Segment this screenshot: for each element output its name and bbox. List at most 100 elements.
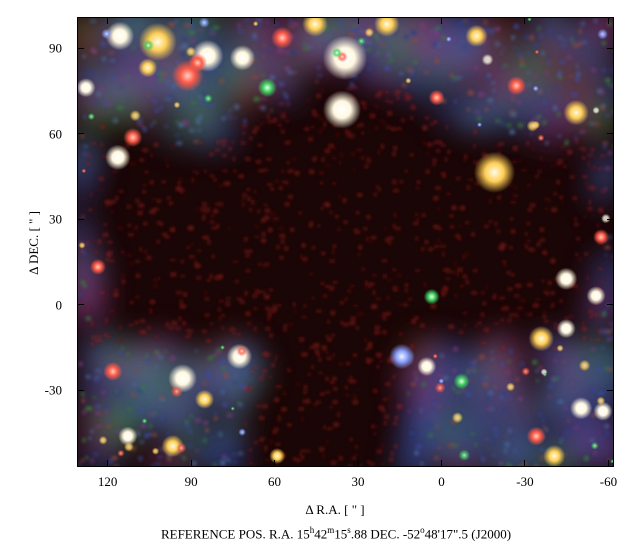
noise-speckle: [566, 55, 572, 60]
noise-speckle: [381, 443, 384, 449]
star: [597, 28, 609, 40]
star: [534, 49, 540, 55]
noise-speckle: [543, 291, 547, 294]
noise-speckle: [338, 194, 341, 198]
noise-speckle: [465, 46, 469, 51]
noise-speckle: [482, 301, 487, 306]
noise-speckle: [262, 368, 267, 374]
noise-speckle: [117, 390, 121, 396]
noise-speckle: [576, 237, 581, 241]
noise-speckle: [383, 421, 388, 426]
x-tick-mark: [357, 17, 359, 24]
noise-speckle: [192, 170, 198, 173]
star: [89, 258, 106, 275]
noise-speckle: [421, 213, 426, 217]
noise-speckle: [367, 156, 370, 160]
noise-speckle: [375, 185, 379, 189]
noise-speckle: [202, 99, 208, 105]
noise-speckle: [435, 244, 438, 249]
noise-speckle: [524, 35, 530, 40]
noise-speckle: [155, 364, 158, 369]
noise-speckle: [332, 280, 338, 284]
noise-speckle: [589, 338, 593, 343]
noise-speckle: [420, 22, 425, 27]
noise-speckle: [578, 42, 583, 46]
star: [229, 45, 256, 71]
noise-speckle: [320, 88, 324, 92]
noise-speckle: [171, 83, 176, 89]
noise-speckle: [515, 314, 519, 318]
noise-speckle: [506, 462, 509, 466]
noise-speckle: [326, 441, 329, 444]
noise-speckle: [188, 254, 195, 259]
noise-speckle: [217, 202, 224, 207]
noise-speckle: [388, 100, 393, 104]
noise-speckle: [423, 282, 427, 287]
noise-speckle: [244, 290, 248, 296]
noise-speckle: [253, 329, 257, 332]
noise-speckle: [513, 194, 518, 197]
noise-speckle: [603, 144, 606, 149]
noise-speckle: [182, 320, 186, 326]
noise-speckle: [511, 35, 515, 40]
noise-speckle: [415, 236, 419, 241]
y-tick-label: -30: [44, 382, 62, 398]
noise-speckle: [416, 186, 420, 190]
noise-speckle: [384, 65, 390, 71]
noise-speckle: [455, 390, 462, 394]
x-tick-mark: [524, 17, 526, 24]
noise-speckle: [536, 379, 539, 382]
noise-speckle: [382, 274, 388, 279]
noise-speckle: [357, 253, 361, 256]
noise-speckle: [280, 129, 286, 135]
noise-speckle: [582, 40, 588, 44]
noise-speckle: [186, 246, 190, 249]
noise-speckle: [157, 71, 164, 76]
star: [526, 120, 539, 132]
noise-speckle: [338, 362, 343, 366]
noise-speckle: [429, 122, 434, 126]
x-tick-mark: [357, 460, 359, 467]
noise-speckle: [364, 347, 369, 352]
noise-speckle: [542, 314, 546, 319]
noise-speckle: [596, 367, 602, 372]
noise-speckle: [254, 288, 258, 293]
noise-speckle: [502, 444, 505, 448]
noise-speckle: [185, 420, 189, 424]
noise-speckle: [532, 360, 538, 365]
noise-speckle: [432, 157, 437, 163]
noise-speckle: [377, 365, 380, 369]
noise-speckle: [558, 399, 564, 404]
noise-speckle: [459, 330, 464, 334]
x-tick-label: 90: [184, 474, 198, 489]
noise-speckle: [411, 319, 416, 324]
noise-speckle: [330, 310, 336, 316]
noise-speckle: [222, 154, 227, 158]
noise-speckle: [283, 329, 287, 332]
noise-speckle: [188, 430, 192, 434]
noise-speckle: [326, 356, 332, 361]
noise-speckle: [246, 322, 252, 325]
noise-speckle: [488, 390, 493, 396]
noise-speckle: [526, 71, 531, 75]
noise-speckle: [506, 287, 513, 291]
noise-speckle: [266, 113, 271, 119]
noise-speckle: [607, 235, 612, 240]
noise-speckle: [551, 376, 555, 382]
noise-speckle: [503, 449, 507, 454]
noise-speckle: [332, 250, 335, 255]
noise-speckle: [253, 96, 260, 102]
star: [506, 382, 516, 392]
noise-speckle: [349, 285, 355, 288]
noise-speckle: [112, 118, 118, 123]
noise-speckle: [365, 284, 368, 290]
noise-speckle: [382, 315, 387, 321]
noise-speckle: [280, 113, 286, 119]
noise-speckle: [580, 418, 584, 423]
noise-speckle: [117, 339, 124, 342]
noise-speckle: [553, 322, 559, 327]
star: [117, 449, 125, 457]
noise-speckle: [139, 246, 142, 252]
noise-speckle: [588, 309, 593, 314]
noise-speckle: [488, 220, 493, 224]
